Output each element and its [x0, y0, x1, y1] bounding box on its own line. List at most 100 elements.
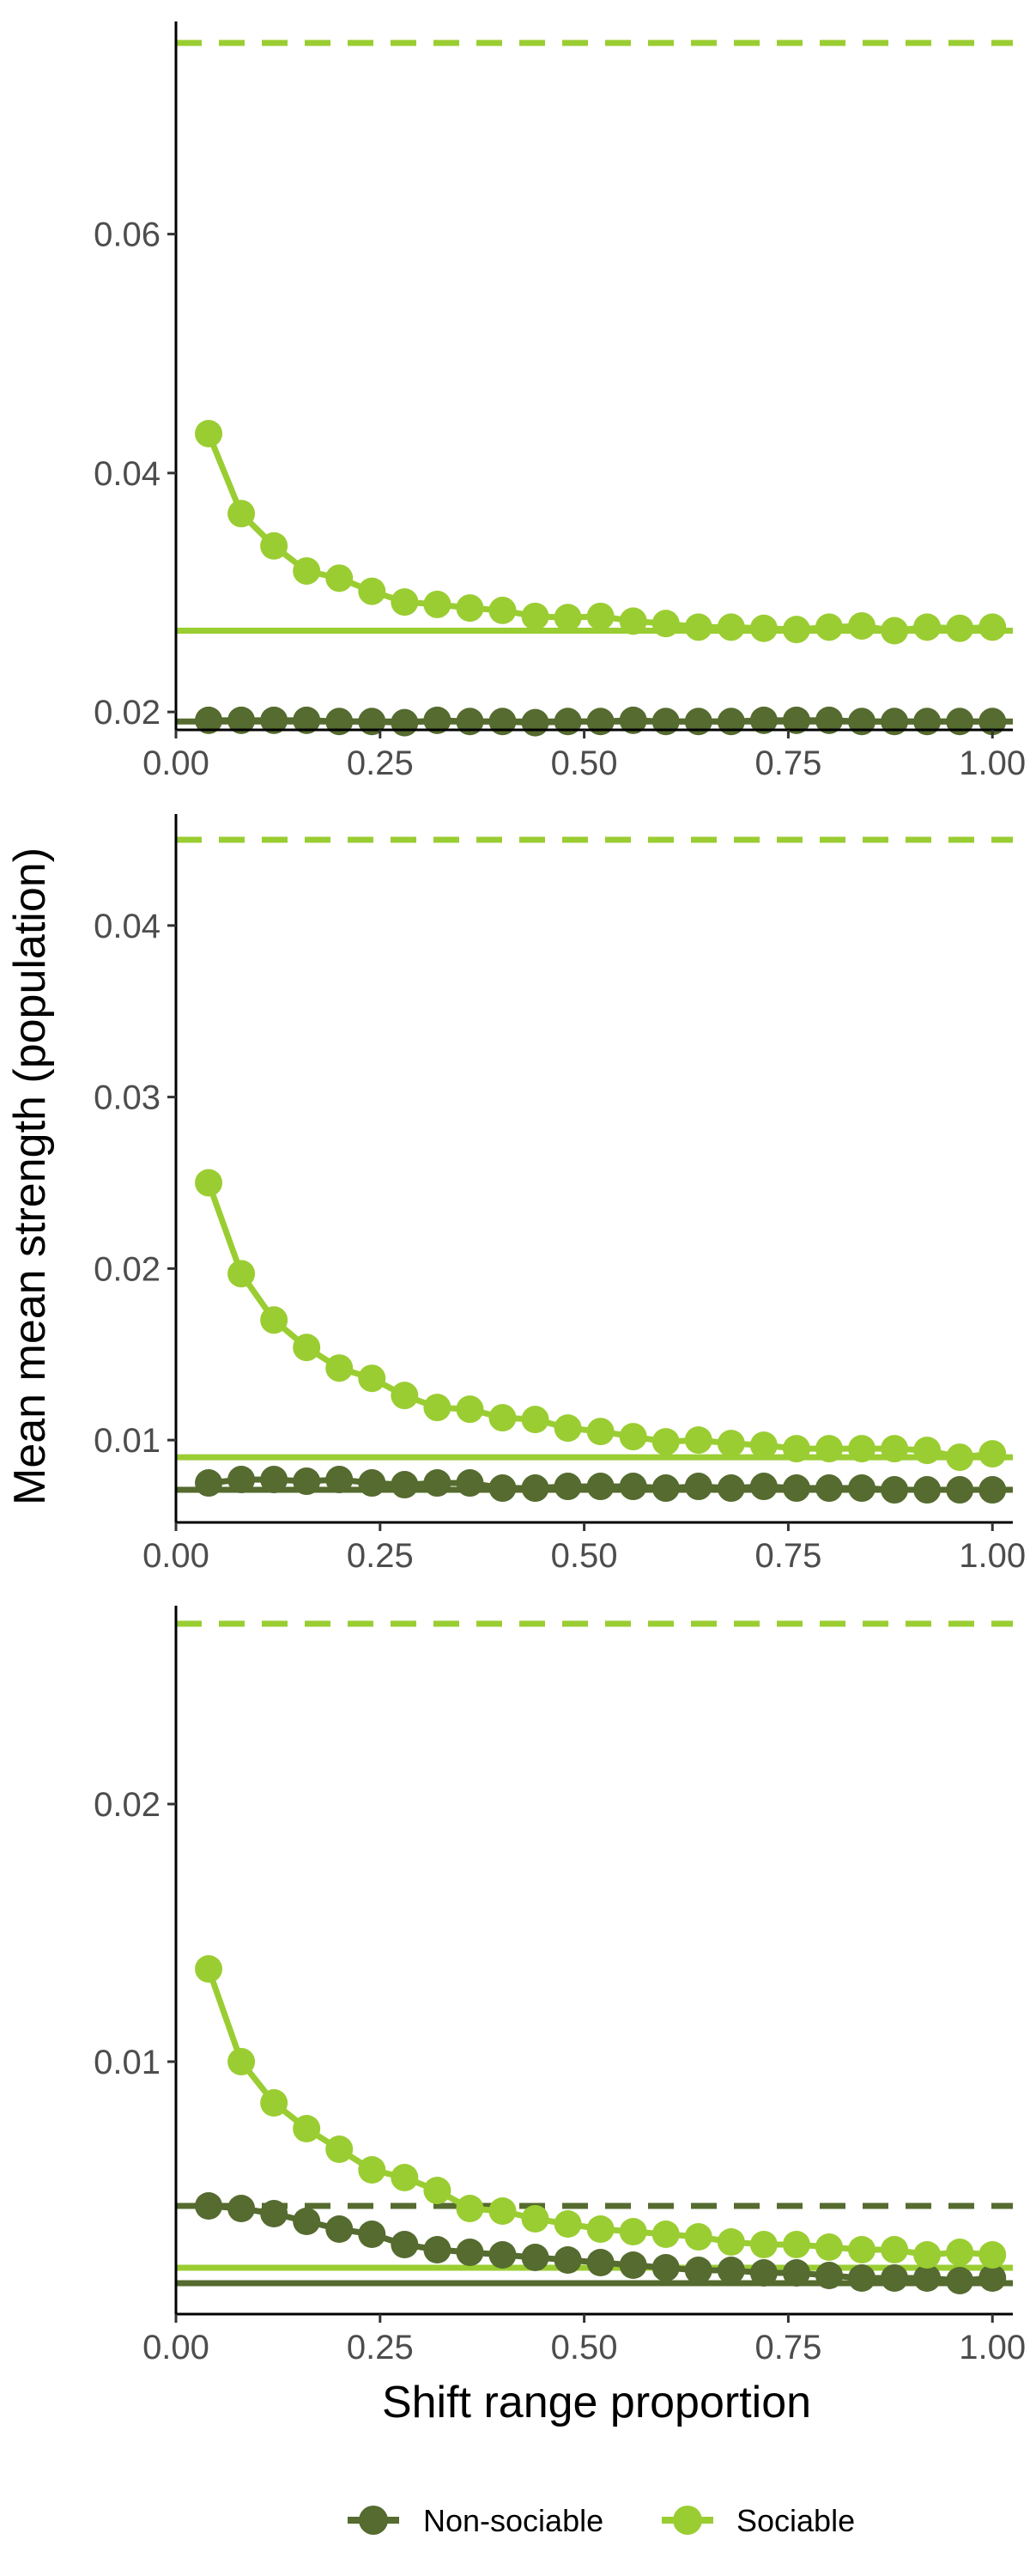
panel-2-point-non-sociable — [325, 1466, 354, 1494]
panel-3-point-non-sociable — [521, 2244, 549, 2271]
panel-3-point-sociable — [651, 2221, 680, 2248]
panel-3-point-non-sociable — [978, 2264, 1007, 2292]
panel-1-point-non-sociable — [946, 708, 974, 736]
panel-2-point-non-sociable — [423, 1469, 451, 1498]
panel-2-point-sociable — [978, 1440, 1007, 1468]
panel-1-point-non-sociable — [488, 708, 517, 736]
panel-1-point-sociable — [749, 614, 778, 642]
panel-1-point-non-sociable — [749, 706, 778, 734]
panel-2-point-sociable — [717, 1430, 745, 1458]
panel-1-point-non-sociable — [391, 708, 419, 737]
panel-1-point-sociable — [717, 613, 745, 641]
panel-3-point-non-sociable — [946, 2267, 974, 2294]
panel-1-point-sociable — [227, 500, 256, 528]
panel-3-point-sociable — [521, 2205, 549, 2233]
panel-1-x-tick-label: 0.75 — [754, 744, 821, 782]
legend-label-non-sociable: Non-sociable — [423, 2503, 603, 2538]
panel-1-point-non-sociable — [358, 708, 386, 736]
panel-2-point-sociable — [913, 1437, 942, 1465]
panel-1-point-non-sociable — [521, 708, 549, 737]
panel-1-point-sociable — [391, 588, 419, 617]
panel-2-point-sociable — [456, 1395, 484, 1424]
panel-3-point-sociable — [391, 2164, 419, 2191]
panel-2-point-sociable — [358, 1364, 386, 1393]
panel-2-x-tick-label: 0.25 — [347, 1537, 414, 1575]
panel-2-point-sociable — [619, 1423, 647, 1451]
panel-3-point-sociable — [782, 2231, 810, 2258]
legend-key-point-sociable — [673, 2506, 702, 2535]
panel-1-x-tick-label: 0.25 — [347, 744, 414, 782]
panel-1-y-tick-label: 0.04 — [94, 455, 161, 493]
panel-2-point-sociable — [749, 1431, 778, 1460]
panel-3-point-sociable — [358, 2156, 386, 2184]
panel-3-x-tick-label: 0.25 — [347, 2329, 414, 2366]
panel-1-x-tick-label: 1.00 — [959, 744, 1026, 782]
panel-2-point-non-sociable — [684, 1473, 712, 1501]
panel-1-point-sociable — [358, 577, 386, 605]
panel-2-y-tick-label: 0.02 — [94, 1250, 161, 1288]
panel-2-line-sociable — [205, 1182, 993, 1461]
panel-1-point-sociable — [848, 611, 876, 640]
panel-2-x-tick-label: 0.00 — [142, 1537, 209, 1575]
legend-key-point-non-sociable — [359, 2506, 388, 2535]
panel-3-point-sociable — [946, 2239, 974, 2266]
panel-2-x-tick-label: 1.00 — [959, 1537, 1026, 1575]
panel-3: 0.01 0.02 0.00 0.25 0.50 0.75 1.00 — [94, 1606, 1026, 2366]
panel-1-point-non-sociable — [782, 706, 810, 734]
panel-3-point-sociable — [848, 2236, 876, 2263]
panel-3-point-non-sociable — [423, 2236, 451, 2263]
panel-3-point-non-sociable — [913, 2264, 942, 2292]
panel-1-y-tick-label: 0.02 — [94, 694, 161, 732]
legend-item-non-sociable: Non-sociable — [348, 2503, 603, 2538]
panel-2-point-non-sociable — [619, 1473, 647, 1501]
panel-2-y-tick-label: 0.04 — [94, 908, 161, 945]
panel-2-point-sociable — [554, 1414, 582, 1443]
panel-1-point-sociable — [946, 614, 974, 642]
panels: 0.02 0.04 0.06 0.00 0.25 0.50 0.75 1.00 0.01 0.02… — [94, 21, 1026, 2366]
panel-3-point-sociable — [293, 2115, 321, 2142]
panel-1-point-non-sociable — [717, 708, 745, 736]
panel-1-point-sociable — [881, 617, 909, 645]
panel-1-y-tick-label: 0.06 — [94, 216, 161, 254]
panel-3-point-sociable — [554, 2210, 582, 2238]
panel-2-point-non-sociable — [815, 1474, 843, 1503]
panel-3-point-sociable — [195, 1955, 223, 1983]
panel-1-point-sociable — [195, 419, 223, 447]
panel-1-point-sociable — [978, 613, 1007, 641]
panel-1-point-non-sociable — [848, 708, 876, 736]
panel-3-point-non-sociable — [554, 2246, 582, 2274]
panel-3-point-sociable — [717, 2228, 745, 2256]
panel-3-x-tick-label: 0.00 — [142, 2329, 209, 2366]
panel-1-point-sociable — [684, 613, 712, 641]
panel-2-point-sociable — [227, 1260, 256, 1288]
panel-1-point-sociable — [651, 610, 680, 638]
panel-1-point-non-sociable — [651, 708, 680, 736]
panel-3-point-non-sociable — [586, 2249, 615, 2276]
panel-2-point-sociable — [260, 1306, 288, 1334]
panel-1-point-non-sociable — [586, 708, 615, 736]
panel-3-point-sociable — [456, 2195, 484, 2222]
panel-2-point-sociable — [293, 1334, 321, 1362]
panel-2-point-non-sociable — [848, 1474, 876, 1503]
panel-1-point-sociable — [488, 596, 517, 624]
panel-3-point-non-sociable — [717, 2257, 745, 2284]
panel-3-x-tick-label: 0.75 — [754, 2329, 821, 2366]
panel-1-point-non-sociable — [293, 706, 321, 734]
panel-3-point-non-sociable — [195, 2192, 223, 2220]
panel-1-x-tick-label: 0.00 — [142, 744, 209, 782]
panel-3-point-non-sociable — [651, 2254, 680, 2281]
panel-3-y-tick-label: 0.01 — [94, 2044, 161, 2081]
panel-2-point-non-sociable — [195, 1469, 223, 1498]
panel-2-point-non-sociable — [749, 1473, 778, 1501]
panel-1-line-sociable — [205, 432, 993, 634]
panel-1-point-non-sociable — [423, 706, 451, 734]
panel-2-point-non-sociable — [946, 1476, 974, 1504]
panel-3-point-non-sociable — [358, 2221, 386, 2248]
panel-2: 0.01 0.02 0.03 0.04 0.00 0.25 0.50 0.75 1.00 — [94, 814, 1026, 1575]
panel-3-point-sociable — [586, 2215, 615, 2243]
panel-2-point-sociable — [195, 1169, 223, 1197]
panel-1-point-sociable — [423, 590, 451, 618]
panel-3-point-non-sociable — [881, 2264, 909, 2292]
panel-2-point-non-sociable — [488, 1474, 517, 1503]
panel-3-point-sociable — [260, 2089, 288, 2117]
